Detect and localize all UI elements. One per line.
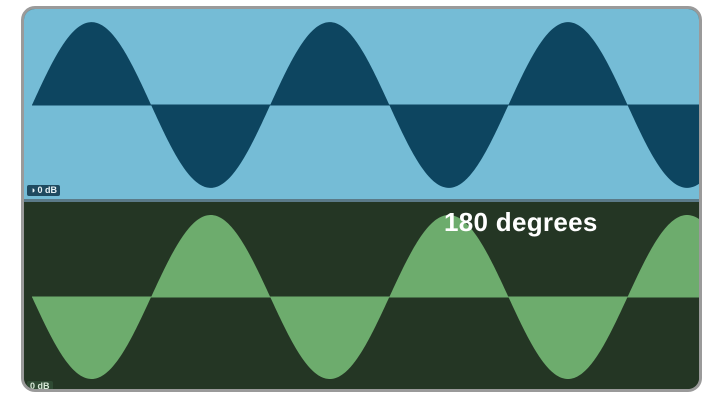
waveform-track-2 [24,202,699,389]
phase-caption: 180 degrees [444,207,598,237]
track-1-gain-badge[interactable]: ◑ 0 dB [27,185,60,196]
audio-track-2[interactable] [24,202,699,389]
speaker-icon: ◑ [30,185,36,195]
track-2-gain-label: 0 dB [30,381,50,391]
waveform-track-1 [24,9,699,201]
track-separator[interactable] [24,199,699,203]
audio-track-1[interactable] [24,9,699,201]
track-1-gain-label: 0 dB [37,185,57,195]
track-2-gain-badge[interactable]: 0 dB [27,381,53,391]
waveform-window: ◑ 0 dB 0 dB 180 degrees [21,6,702,392]
